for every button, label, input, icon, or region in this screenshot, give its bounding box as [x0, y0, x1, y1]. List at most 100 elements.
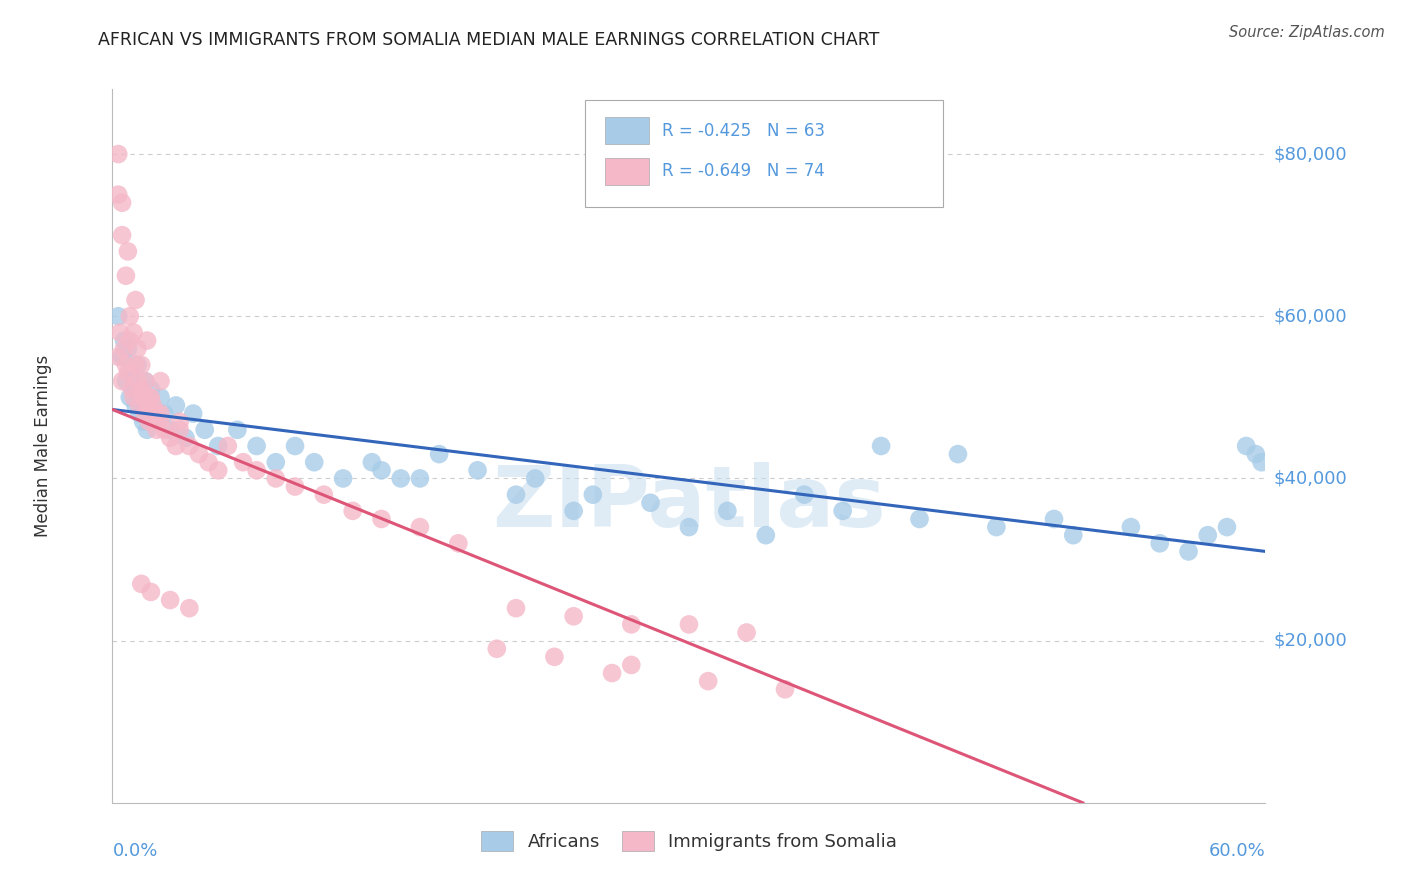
Point — [620, 657, 643, 672]
Point — [111, 228, 134, 243]
Point — [138, 415, 160, 429]
Point — [179, 601, 201, 615]
Point — [132, 415, 155, 429]
Point — [194, 423, 217, 437]
Point — [143, 415, 166, 429]
Point — [149, 374, 172, 388]
Point — [108, 326, 131, 340]
Text: Median Male Earnings: Median Male Earnings — [34, 355, 52, 537]
Point — [304, 455, 326, 469]
Bar — [605, 158, 648, 185]
Point — [332, 471, 354, 485]
Point — [118, 310, 141, 324]
Point — [159, 423, 181, 437]
Point — [562, 504, 585, 518]
Point — [129, 390, 153, 404]
Point — [136, 399, 159, 413]
Point — [181, 407, 204, 421]
Point — [122, 326, 145, 340]
Point — [447, 536, 470, 550]
Point — [207, 439, 229, 453]
Point — [226, 423, 249, 437]
Text: $20,000: $20,000 — [1274, 632, 1347, 649]
Point — [134, 374, 156, 388]
Point — [127, 374, 149, 388]
Point — [139, 390, 162, 404]
Point — [117, 366, 139, 380]
Point — [132, 390, 155, 404]
Point — [145, 407, 167, 421]
Point — [562, 609, 585, 624]
Point — [543, 649, 565, 664]
Point — [409, 471, 432, 485]
Point — [505, 601, 527, 615]
Point — [485, 641, 508, 656]
Point — [142, 407, 165, 421]
Point — [716, 504, 738, 518]
Point — [122, 390, 145, 404]
Point — [678, 617, 700, 632]
Point — [128, 399, 150, 413]
Point — [370, 512, 392, 526]
Point — [678, 520, 700, 534]
Point — [107, 147, 129, 161]
Point — [1216, 520, 1239, 534]
Point — [1250, 455, 1272, 469]
Point — [127, 358, 149, 372]
Point — [427, 447, 450, 461]
Point — [1062, 528, 1084, 542]
Point — [118, 334, 141, 348]
Point — [246, 463, 269, 477]
Point — [159, 431, 181, 445]
Point — [600, 666, 623, 681]
Point — [138, 399, 160, 413]
Point — [773, 682, 796, 697]
Point — [145, 423, 167, 437]
Point — [174, 431, 197, 445]
Point — [107, 187, 129, 202]
Point — [136, 334, 159, 348]
Point — [149, 407, 172, 421]
Point — [111, 350, 134, 364]
Point — [1197, 528, 1219, 542]
Point — [107, 350, 129, 364]
Point — [142, 399, 165, 413]
Text: $80,000: $80,000 — [1274, 145, 1347, 163]
Text: AFRICAN VS IMMIGRANTS FROM SOMALIA MEDIAN MALE EARNINGS CORRELATION CHART: AFRICAN VS IMMIGRANTS FROM SOMALIA MEDIA… — [98, 31, 880, 49]
Point — [1043, 512, 1066, 526]
Text: ZIPatlas: ZIPatlas — [492, 461, 886, 545]
Point — [389, 471, 412, 485]
Point — [986, 520, 1008, 534]
Point — [312, 488, 335, 502]
Point — [134, 407, 156, 421]
Point — [169, 415, 191, 429]
Point — [111, 374, 134, 388]
Point — [134, 374, 156, 388]
Point — [870, 439, 893, 453]
Point — [124, 399, 146, 413]
Point — [697, 674, 720, 689]
Point — [755, 528, 778, 542]
Point — [179, 439, 201, 453]
Point — [112, 334, 135, 348]
Point — [361, 455, 384, 469]
Point — [159, 593, 181, 607]
Point — [107, 310, 129, 324]
Point — [169, 423, 191, 437]
Point — [264, 471, 287, 485]
Point — [139, 585, 162, 599]
Point — [153, 407, 176, 421]
Point — [217, 439, 239, 453]
Point — [129, 577, 153, 591]
Point — [946, 447, 969, 461]
Point — [1234, 439, 1257, 453]
Point — [735, 625, 758, 640]
Point — [165, 439, 187, 453]
Point — [1177, 544, 1199, 558]
Point — [129, 358, 153, 372]
Point — [128, 407, 150, 421]
Point — [284, 439, 307, 453]
Point — [143, 415, 166, 429]
Point — [246, 439, 269, 453]
Text: $40,000: $40,000 — [1274, 469, 1347, 487]
